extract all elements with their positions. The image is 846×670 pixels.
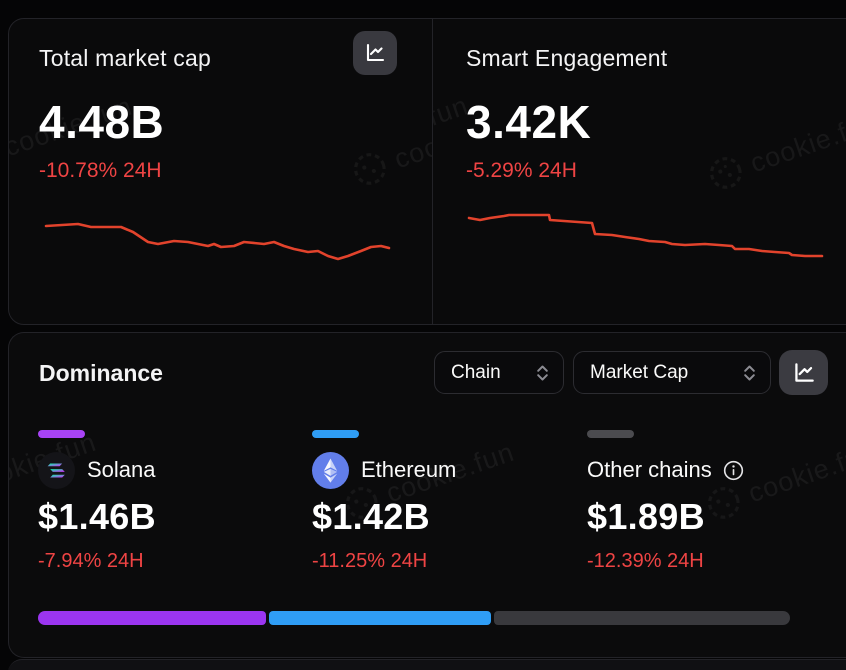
chain-name: Solana — [87, 457, 156, 482]
chain-name: Ethereum — [361, 457, 457, 482]
chain-select[interactable]: Chain — [434, 351, 564, 394]
line-chart-icon — [794, 362, 814, 382]
line-chart-icon — [366, 43, 385, 62]
solana-color-pill — [38, 430, 85, 438]
watermark: cookie.fun — [346, 99, 432, 193]
ethereum-logo-icon — [312, 451, 349, 489]
dominance-chart-button[interactable] — [779, 350, 828, 395]
solana-row: Solana — [38, 451, 298, 489]
metric-value: 3.42K — [466, 96, 592, 148]
metric-select-value: Market Cap — [590, 361, 689, 383]
watermark-text: cookie.fun — [746, 106, 846, 178]
chain-change: -7.94% 24H — [38, 550, 144, 572]
cookie-logo-icon — [354, 153, 386, 185]
dominance-title: Dominance — [39, 360, 163, 386]
chain-value: $1.46B — [38, 496, 156, 537]
chain-change: -12.39% 24H — [587, 550, 704, 572]
chain-value: $1.42B — [312, 496, 430, 537]
dominance-card: cookie.fun cookie.fun cookie.fun Dominan… — [8, 332, 846, 658]
card-title: Smart Engagement — [466, 45, 668, 71]
ethereum-row: Ethereum — [312, 451, 572, 489]
updown-chevron-icon — [744, 365, 755, 380]
metric-cards-row: cookie.fun cookie.fun Total market cap 4… — [8, 18, 846, 325]
watermark: cookie.fun — [702, 103, 846, 197]
watermark-text: cookie.fun — [390, 102, 432, 174]
metric-change: -10.78% 24H — [39, 159, 162, 182]
engagement-sparkline — [467, 213, 824, 258]
market-cap-sparkline — [44, 222, 391, 261]
next-section-edge — [8, 659, 846, 670]
chain-select-value: Chain — [451, 361, 501, 383]
card-title: Total market cap — [39, 45, 211, 71]
metric-value: 4.48B — [39, 96, 165, 148]
chain-change: -11.25% 24H — [312, 550, 428, 572]
open-chart-button[interactable] — [353, 31, 397, 75]
ethereum-color-pill — [312, 430, 359, 438]
metric-select[interactable]: Market Cap — [573, 351, 771, 394]
cookie-logo-icon — [710, 157, 742, 189]
smart-engagement-card: cookie.fun cookie.fun Smart Engagement 3… — [432, 19, 846, 324]
other-chains-row: Other chains — [587, 451, 846, 489]
metric-change: -5.29% 24H — [466, 159, 577, 182]
chain-name: Other chains — [587, 457, 712, 482]
other-chains-color-pill — [587, 430, 634, 438]
solana-logo-icon — [38, 451, 75, 489]
dominance-bar — [38, 611, 790, 625]
info-icon[interactable] — [722, 459, 745, 482]
chain-value: $1.89B — [587, 496, 705, 537]
updown-chevron-icon — [537, 365, 548, 380]
total-market-cap-card: cookie.fun cookie.fun Total market cap 4… — [9, 19, 432, 324]
